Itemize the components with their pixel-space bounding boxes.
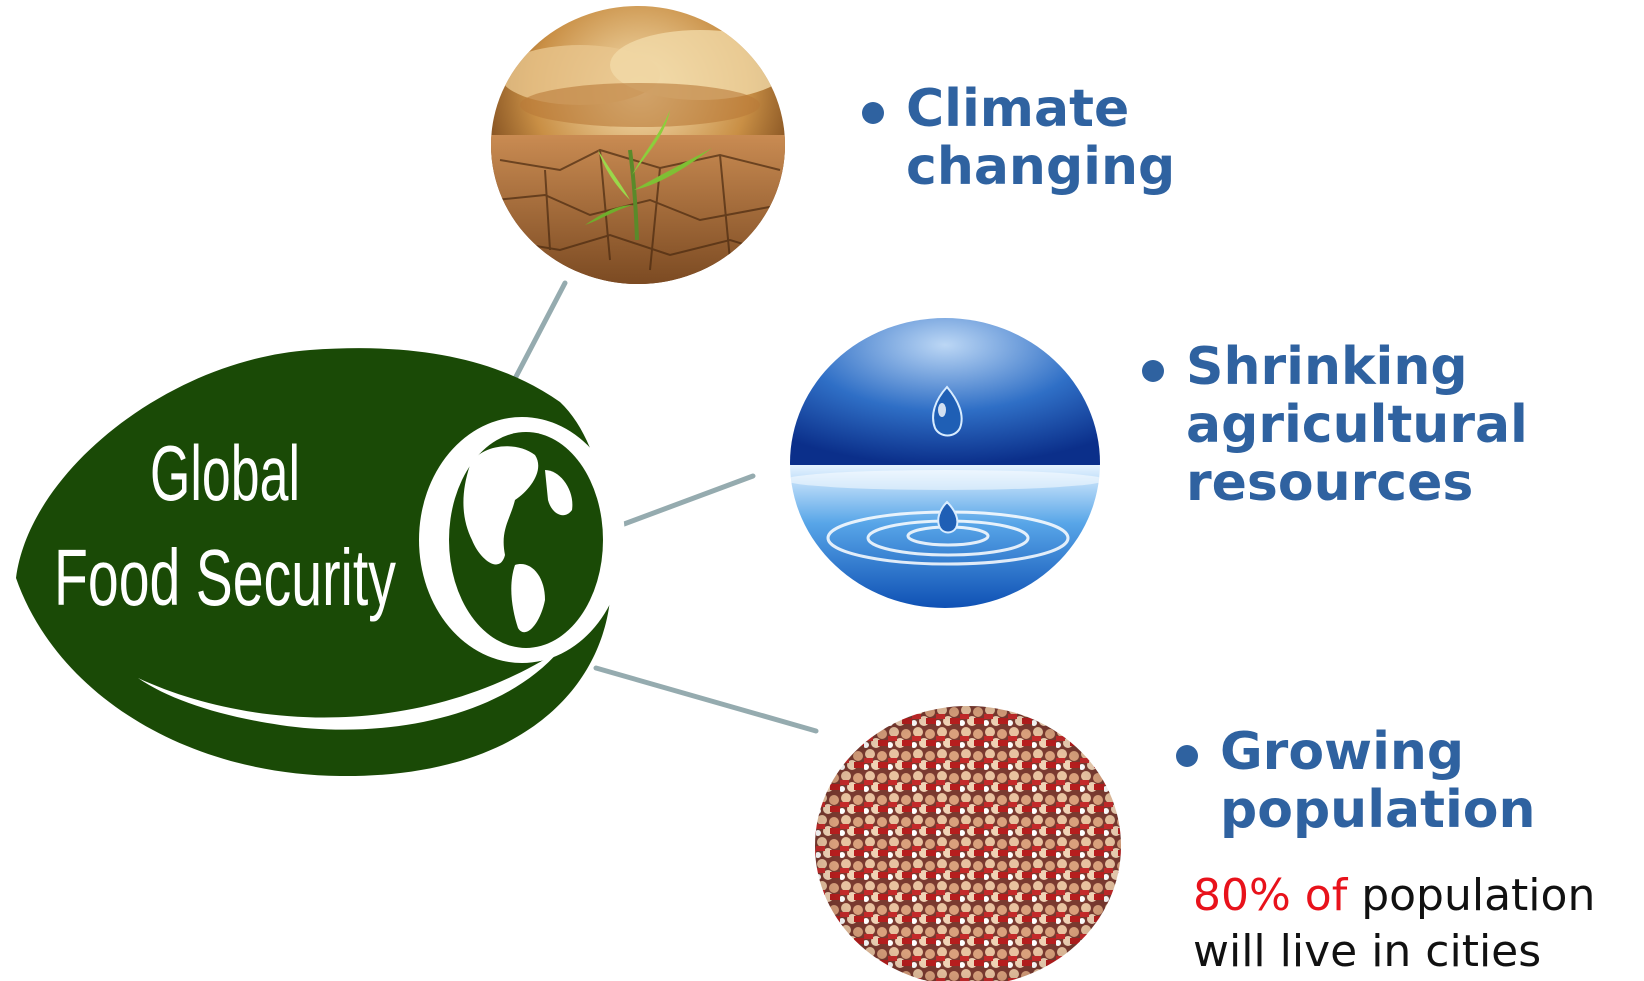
crowd-photo (815, 706, 1121, 981)
bullet-population: Growing population (1176, 723, 1536, 839)
water-drop-icon (932, 385, 963, 534)
bullet-resources-text: Shrinking agricultural resources (1186, 337, 1528, 513)
connector-population (593, 665, 819, 734)
connector-climate (505, 280, 568, 395)
bullet-dot (1176, 745, 1198, 767)
urban-population-note: 80% of population will live in cities (1193, 868, 1595, 980)
bullet-climate: Climate changing (862, 80, 1175, 196)
water-drop-photo (790, 318, 1100, 608)
seedling-icon (585, 110, 712, 241)
logo-swoosh (138, 650, 560, 730)
bullet-dot (1142, 360, 1164, 382)
note-highlight: 80% of (1193, 870, 1348, 921)
connector-resources (613, 473, 756, 530)
bullet-dot (862, 102, 884, 124)
bullet-resources: Shrinking agricultural resources (1142, 338, 1528, 512)
logo-title-line2: Food Security (54, 533, 396, 622)
globe-continents (463, 446, 573, 633)
bullet-population-text: Growing population (1220, 722, 1536, 840)
note-line1: 80% of population (1193, 868, 1595, 924)
note-line2: will live in cities (1193, 926, 1542, 977)
note-line1-rest: population (1347, 870, 1596, 921)
dry-earth-seedling-photo (491, 6, 785, 284)
bullet-climate-text: Climate changing (906, 79, 1176, 197)
logo-title-line1: Global (150, 429, 300, 517)
global-food-security-logo: Global Food Security (16, 348, 625, 777)
